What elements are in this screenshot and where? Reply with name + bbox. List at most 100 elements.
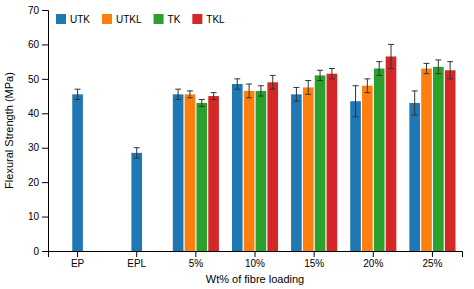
legend-label: TKL [206, 14, 225, 25]
y-tick: 0 [33, 246, 48, 257]
x-axis-title: Wt% of fibre loading [206, 273, 304, 285]
x-tick: 10% [245, 251, 265, 269]
y-tick: 50 [28, 74, 48, 85]
y-tick-label: 20 [28, 177, 40, 188]
x-tick-label: 5% [189, 258, 204, 269]
legend-item: TKL [192, 14, 225, 25]
y-tick-label: 70 [28, 5, 40, 16]
y-tick-label: 30 [28, 142, 40, 153]
error-bar [75, 89, 81, 99]
error-bar [329, 69, 335, 79]
legend-swatch [102, 14, 112, 24]
bar [232, 84, 243, 251]
bar [315, 75, 326, 251]
y-tick: 10 [28, 211, 48, 222]
error-bar [364, 79, 370, 93]
bar [131, 153, 142, 251]
error-bar [211, 93, 217, 100]
x-tick: EP [71, 251, 85, 269]
y-tick-mark [42, 44, 48, 45]
bar [374, 69, 385, 251]
error-bar [234, 79, 240, 89]
error-bar [353, 86, 359, 117]
bar [350, 101, 361, 251]
error-bar [293, 87, 299, 101]
legend-swatch [154, 14, 164, 24]
y-tick-mark [42, 79, 48, 80]
error-bar [376, 62, 382, 76]
y-tick-label: 60 [28, 39, 40, 50]
x-tick: 20% [363, 251, 383, 269]
x-tick-mark [77, 251, 78, 257]
error-bar [246, 84, 252, 98]
chart: 010203040506070EPEPL5%10%15%20%25%UTKUTK… [0, 0, 474, 289]
y-tick-mark [42, 251, 48, 252]
x-tick-mark [255, 251, 256, 257]
y-tick: 30 [28, 142, 48, 153]
error-bar [134, 148, 140, 158]
error-bar [388, 44, 394, 68]
legend-item: UTKL [102, 14, 142, 25]
error-bar [199, 100, 205, 107]
x-tick-mark [314, 251, 315, 257]
x-axis: EP EPL 5% 10% 15% 20% 25% [49, 251, 463, 269]
x-tick: 25% [422, 251, 442, 269]
y-tick: 70 [28, 5, 48, 16]
bar [445, 70, 456, 251]
bar [72, 94, 83, 251]
y-axis-title: Flexural Strength (MPa) [3, 72, 15, 189]
error-bar [412, 91, 418, 115]
y-tick-mark [42, 148, 48, 149]
x-tick-label: EPL [127, 258, 146, 269]
bar [267, 82, 278, 251]
bar [386, 56, 397, 251]
y-tick-label: 50 [28, 74, 40, 85]
legend-item: TK [154, 14, 181, 25]
bar [291, 94, 302, 251]
bars [72, 44, 455, 251]
y-tick-label: 0 [33, 246, 39, 257]
x-axis-line [49, 252, 463, 258]
y-tick-label: 40 [28, 108, 40, 119]
legend-label: UTK [70, 14, 90, 25]
bar [256, 91, 267, 251]
bar [185, 94, 196, 251]
x-tick: 15% [304, 251, 324, 269]
y-tick: 40 [28, 108, 48, 119]
y-tick-label: 10 [28, 211, 40, 222]
y-tick-mark [42, 10, 48, 11]
error-bar [447, 62, 453, 79]
legend: UTK UTKL TK TKL [56, 14, 225, 25]
x-tick-label: EP [71, 258, 85, 269]
x-tick-mark [373, 251, 374, 257]
legend-swatch [192, 14, 202, 24]
error-bar [270, 75, 276, 89]
legend-swatch [56, 14, 66, 24]
x-tick-mark [136, 251, 137, 257]
bar [303, 87, 314, 251]
y-tick-mark [42, 217, 48, 218]
y-axis: 0 10 20 30 40 50 60 70 [28, 5, 49, 257]
x-tick-label: 20% [363, 258, 383, 269]
error-bar [424, 63, 430, 73]
legend-label: TK [168, 14, 181, 25]
bar [244, 91, 255, 251]
legend-item: UTK [56, 14, 90, 25]
y-tick-mark [42, 113, 48, 114]
x-tick-mark [432, 251, 433, 257]
bar [409, 103, 420, 251]
plot: 010203040506070EPEPL5%10%15%20%25%UTKUTK… [28, 5, 463, 269]
bar [208, 96, 219, 251]
x-tick-mark [195, 251, 196, 257]
bar [327, 74, 338, 251]
bar [433, 67, 444, 251]
error-bar [435, 60, 441, 74]
y-axis-line [42, 11, 49, 252]
x-tick: EPL [127, 251, 146, 269]
error-bar [175, 89, 181, 99]
y-tick-mark [42, 182, 48, 183]
bar [362, 86, 373, 251]
bar [196, 103, 207, 251]
error-bar [305, 81, 311, 95]
error-bar [187, 91, 193, 98]
